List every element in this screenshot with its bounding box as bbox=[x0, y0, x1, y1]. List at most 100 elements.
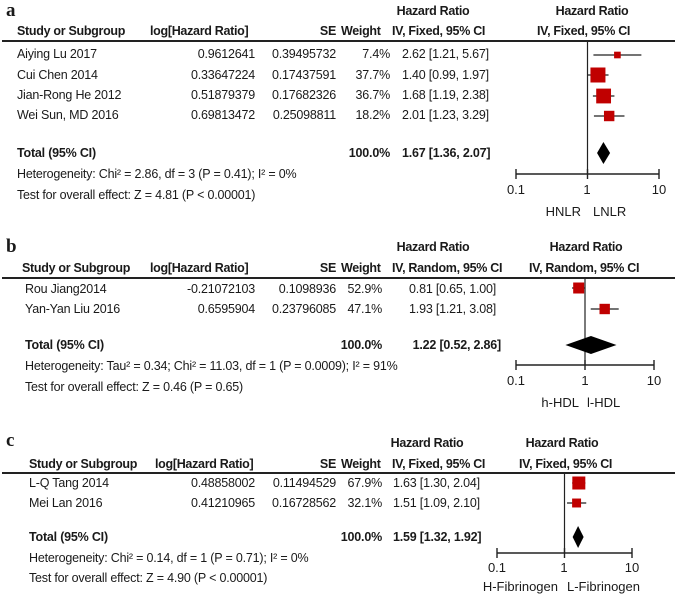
plot-column-title: Hazard Ratio bbox=[555, 4, 629, 18]
favours-right-label: LNLR bbox=[593, 204, 627, 219]
axis-tick-label: 10 bbox=[651, 182, 667, 197]
total-weight: 100.0% bbox=[340, 530, 382, 544]
loghr-value: 0.41210965 bbox=[190, 496, 255, 510]
se-value: 0.17682326 bbox=[271, 88, 336, 102]
plot-column-subheader: IV, Fixed, 95% CI bbox=[537, 24, 631, 38]
weight-value: 7.4% bbox=[362, 47, 390, 61]
hr-ci-value: 1.63 [1.30, 2.04] bbox=[393, 476, 480, 490]
hr-ci-value: 1.40 [0.99, 1.97] bbox=[402, 68, 489, 82]
weight-column-header: Weight bbox=[341, 24, 381, 38]
se-column-header: SE bbox=[319, 24, 336, 38]
hr-ci-value: 2.62 [1.21, 5.67] bbox=[402, 47, 489, 61]
study-name: Cui Chen 2014 bbox=[17, 68, 98, 82]
weight-value: 32.1% bbox=[347, 496, 383, 510]
loghr-column-header: log[Hazard Ratio] bbox=[155, 457, 254, 471]
weight-value: 67.9% bbox=[347, 476, 383, 490]
loghr-value: 0.51879379 bbox=[190, 88, 255, 102]
plot-column-title: Hazard Ratio bbox=[525, 436, 599, 450]
study-name: Aiying Lu 2017 bbox=[17, 47, 97, 61]
hr-column-subheader: IV, Random, 95% CI bbox=[392, 261, 503, 275]
header-rule bbox=[2, 472, 675, 474]
panel-letter: b bbox=[6, 236, 17, 257]
header-rule bbox=[2, 40, 675, 42]
loghr-value: 0.6595904 bbox=[197, 302, 255, 316]
loghr-column-header: log[Hazard Ratio] bbox=[150, 261, 249, 275]
axis-tick-label: 10 bbox=[624, 560, 640, 575]
weight-value: 47.1% bbox=[347, 302, 383, 316]
hr-column-title: Hazard Ratio bbox=[390, 436, 464, 450]
overall-effect-text: Test for overall effect: Z = 4.81 (P < 0… bbox=[17, 188, 256, 202]
heterogeneity-text: Heterogeneity: Chi² = 0.14, df = 1 (P = … bbox=[29, 551, 309, 565]
axis-tick-label: 1 bbox=[560, 560, 568, 575]
total-label: Total (95% CI) bbox=[17, 146, 96, 160]
se-column-header: SE bbox=[319, 261, 336, 275]
favours-left-label: HNLR bbox=[545, 204, 581, 219]
plot-column-subheader: IV, Random, 95% CI bbox=[529, 261, 640, 275]
loghr-value: -0.21072103 bbox=[186, 282, 255, 296]
total-hr-ci: 1.22 [0.52, 2.86] bbox=[412, 338, 502, 352]
total-label: Total (95% CI) bbox=[25, 338, 104, 352]
study-name: Yan-Yan Liu 2016 bbox=[25, 302, 121, 316]
favours-right-label: L-Fibrinogen bbox=[567, 579, 640, 594]
header-rule bbox=[2, 277, 675, 279]
weight-value: 52.9% bbox=[347, 282, 383, 296]
panel-letter: c bbox=[6, 430, 15, 451]
heterogeneity-text: Heterogeneity: Tau² = 0.34; Chi² = 11.03… bbox=[25, 359, 398, 373]
weight-value: 36.7% bbox=[355, 88, 391, 102]
axis-tick-label: 0.1 bbox=[506, 182, 526, 197]
axis-tick-label: 0.1 bbox=[506, 373, 526, 388]
loghr-value: 0.69813472 bbox=[190, 108, 255, 122]
favours-left-label: H-Fibrinogen bbox=[482, 579, 558, 594]
axis-tick-label: 0.1 bbox=[487, 560, 507, 575]
plot-column-subheader: IV, Fixed, 95% CI bbox=[519, 457, 613, 471]
se-value: 0.17437591 bbox=[271, 68, 336, 82]
panel-letter: a bbox=[6, 0, 16, 21]
se-value: 0.11494529 bbox=[272, 476, 336, 490]
total-label: Total (95% CI) bbox=[29, 530, 108, 544]
overall-effect-text: Test for overall effect: Z = 4.90 (P < 0… bbox=[29, 571, 268, 585]
favours-right-label: l-HDL bbox=[587, 395, 621, 410]
favours-left-label: h-HDL bbox=[541, 395, 579, 410]
study-name: Jian-Rong He 2012 bbox=[17, 88, 122, 102]
weight-column-header: Weight bbox=[341, 261, 381, 275]
axis-tick-label: 1 bbox=[583, 182, 591, 197]
study-square bbox=[572, 498, 582, 508]
study-column-header: Study or Subgroup bbox=[29, 457, 138, 471]
total-hr-ci: 1.67 [1.36, 2.07] bbox=[402, 146, 491, 160]
hr-column-title: Hazard Ratio bbox=[396, 240, 470, 254]
weight-column-header: Weight bbox=[341, 457, 381, 471]
hr-column-subheader: IV, Fixed, 95% CI bbox=[392, 457, 486, 471]
axis-tick-label: 1 bbox=[581, 373, 589, 388]
hr-column-title: Hazard Ratio bbox=[396, 4, 470, 18]
hr-ci-value: 1.93 [1.21, 3.08] bbox=[409, 302, 496, 316]
total-weight: 100.0% bbox=[340, 338, 382, 352]
loghr-column-header: log[Hazard Ratio] bbox=[150, 24, 249, 38]
loghr-value: 0.48858002 bbox=[190, 476, 255, 490]
study-column-header: Study or Subgroup bbox=[17, 24, 126, 38]
study-square bbox=[614, 51, 621, 59]
study-square bbox=[572, 476, 586, 490]
total-hr-ci: 1.59 [1.32, 1.92] bbox=[393, 530, 482, 544]
loghr-value: 0.9612641 bbox=[197, 47, 255, 61]
plot-column-title: Hazard Ratio bbox=[549, 240, 623, 254]
study-square bbox=[590, 67, 606, 83]
study-name: Wei Sun, MD 2016 bbox=[17, 108, 119, 122]
hr-column-subheader: IV, Fixed, 95% CI bbox=[392, 24, 486, 38]
overall-effect-text: Test for overall effect: Z = 0.46 (P = 0… bbox=[25, 380, 243, 394]
study-name: Mei Lan 2016 bbox=[29, 496, 103, 510]
study-column-header: Study or Subgroup bbox=[22, 261, 131, 275]
se-value: 0.1098936 bbox=[278, 282, 336, 296]
se-value: 0.39495732 bbox=[271, 47, 336, 61]
heterogeneity-text: Heterogeneity: Chi² = 2.86, df = 3 (P = … bbox=[17, 167, 297, 181]
study-square bbox=[603, 110, 615, 122]
study-name: L-Q Tang 2014 bbox=[29, 476, 109, 490]
axis-tick-label: 10 bbox=[646, 373, 662, 388]
hr-ci-value: 0.81 [0.65, 1.00] bbox=[409, 282, 496, 296]
pooled-effect-diamond bbox=[572, 526, 584, 548]
loghr-value: 0.33647224 bbox=[190, 68, 255, 82]
weight-value: 18.2% bbox=[355, 108, 391, 122]
hr-ci-value: 1.51 [1.09, 2.10] bbox=[393, 496, 480, 510]
hr-ci-value: 2.01 [1.23, 3.29] bbox=[402, 108, 489, 122]
total-weight: 100.0% bbox=[348, 146, 390, 160]
